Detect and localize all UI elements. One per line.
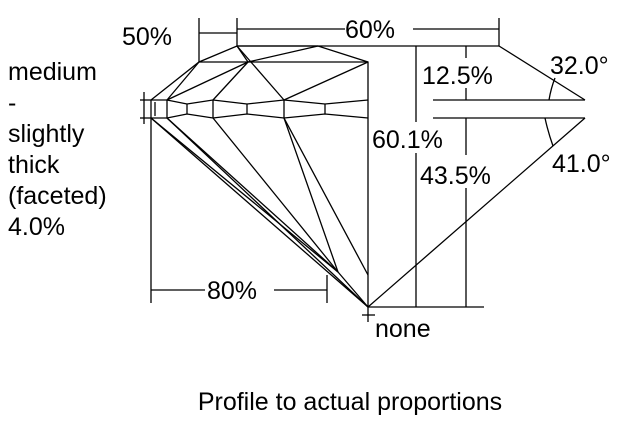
culet-mark xyxy=(362,307,375,322)
girdle-label-line: 4.0% xyxy=(8,213,65,241)
dimension-lines xyxy=(150,18,586,308)
lower-half-label: 80% xyxy=(207,277,257,305)
crown-angle-label: 32.0° xyxy=(550,52,609,80)
pavilion-depth-label: 43.5% xyxy=(420,162,491,190)
girdle-label-line: - xyxy=(8,89,16,117)
crown-height-label: 12.5% xyxy=(422,62,493,90)
pavilion-facets xyxy=(150,117,369,308)
total-depth-label: 60.1% xyxy=(372,126,443,154)
girdle-label-line: medium xyxy=(8,58,97,86)
girdle-thickness-marks xyxy=(140,92,151,124)
girdle xyxy=(150,99,369,119)
girdle-label-line: (faceted) xyxy=(8,182,107,210)
girdle-label: medium - slightly thick (faceted) 4.0% xyxy=(8,58,107,241)
table-label: 60% xyxy=(345,16,395,44)
girdle-label-line: thick xyxy=(8,151,60,179)
culet-label: none xyxy=(375,315,431,343)
caption: Profile to actual proportions xyxy=(198,388,502,416)
pavilion-angle-label: 41.0° xyxy=(552,150,611,178)
star-length-label: 50% xyxy=(122,23,172,51)
girdle-label-line: slightly xyxy=(8,120,85,148)
